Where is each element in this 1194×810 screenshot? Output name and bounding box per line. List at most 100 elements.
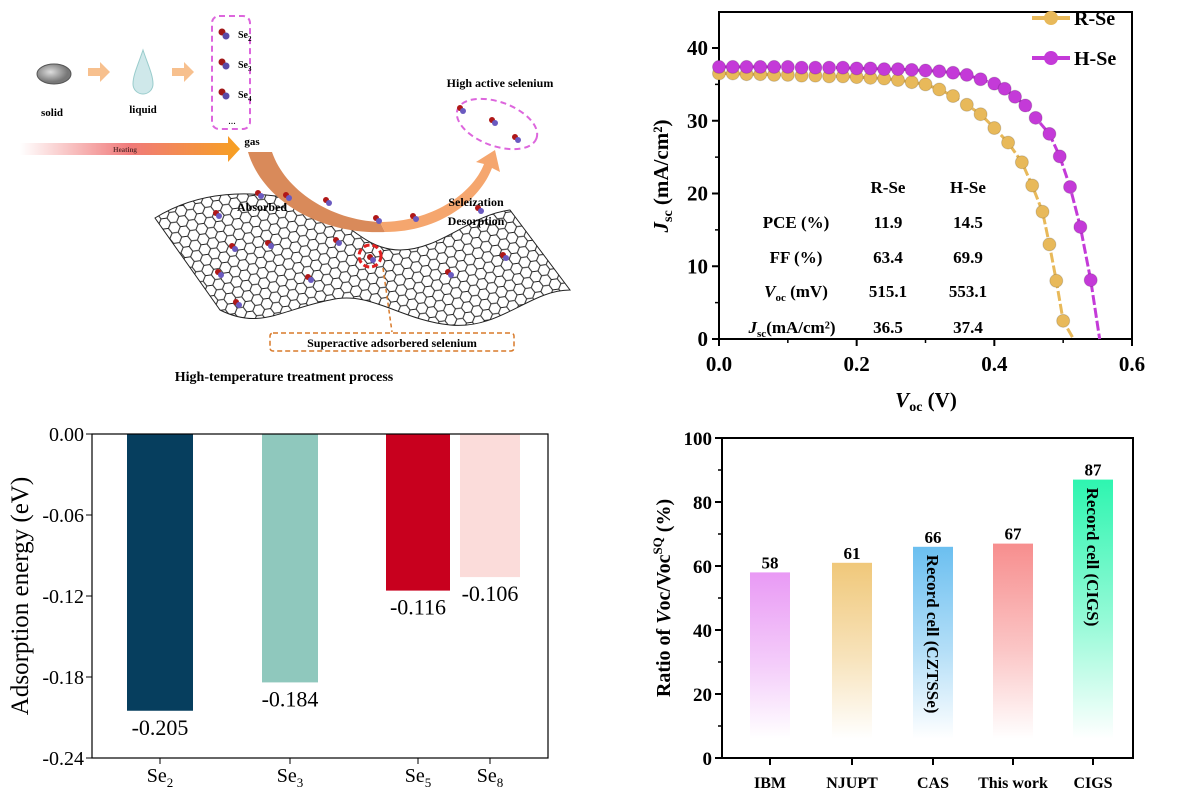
y-tick-label: -0.12 bbox=[42, 586, 84, 608]
bar-This-work bbox=[993, 543, 1033, 739]
x-tick-label: Se5 bbox=[405, 765, 432, 790]
data-point-H-Se bbox=[1007, 89, 1022, 104]
x-tick-label: 0.0 bbox=[706, 352, 732, 376]
selenium-atom-icon bbox=[222, 32, 230, 40]
species-sub: 2 bbox=[248, 35, 252, 43]
selenium-atom-icon bbox=[370, 257, 376, 263]
tick-sub: 5 bbox=[425, 775, 432, 790]
arrow-icon bbox=[88, 62, 110, 82]
species-base: Se bbox=[238, 60, 249, 71]
table-hse-ff: 69.9 bbox=[953, 248, 983, 267]
bar-Se5 bbox=[386, 434, 450, 591]
y-label-rest: (mA/cm²) bbox=[649, 119, 673, 210]
bar-value-label: 61 bbox=[844, 544, 861, 563]
legend-label: H-Se bbox=[1074, 48, 1116, 70]
voc-ratio-chart: 58 61 66 Record cell (CZTSSe) 67 87 Record cel… bbox=[650, 429, 1134, 792]
jv-legend: R-Se H-Se bbox=[1032, 8, 1116, 70]
data-point-R-Se bbox=[1014, 155, 1029, 170]
data-point-R-Se bbox=[904, 75, 919, 90]
table-hse-pce: 14.5 bbox=[953, 213, 983, 232]
table-rse-jsc: 36.5 bbox=[873, 318, 903, 337]
selenium-atom-icon bbox=[376, 218, 382, 224]
bar-inner-label: Record cell (CZTSSe) bbox=[923, 555, 942, 714]
selenium-atom-icon bbox=[492, 120, 498, 126]
data-point-H-Se bbox=[753, 59, 768, 74]
selenium-atom-icon bbox=[222, 62, 230, 70]
data-point-H-Se bbox=[904, 62, 919, 77]
x-tick-label: 0.6 bbox=[1119, 352, 1145, 376]
y-tick-label: 0.00 bbox=[49, 424, 84, 446]
tick-base: Se bbox=[147, 765, 167, 787]
species-ellipsis: ... bbox=[228, 116, 236, 127]
solid-icon bbox=[36, 63, 72, 85]
x-tick-label: CIGS bbox=[1073, 775, 1112, 792]
selenium-atom-icon bbox=[268, 243, 274, 249]
bar-inner-label: Record cell (CIGS) bbox=[1083, 488, 1102, 627]
bar-value-label: 87 bbox=[1085, 461, 1103, 480]
data-point-R-Se bbox=[973, 107, 988, 122]
species-label: Se4 bbox=[238, 90, 252, 103]
legend-marker bbox=[1044, 51, 1058, 65]
y-tick-label: 80 bbox=[693, 493, 712, 514]
x-tick-label: This work bbox=[978, 775, 1048, 792]
data-point-H-Se bbox=[918, 63, 933, 78]
voc-axes bbox=[721, 437, 1134, 759]
selenium-atom-icon bbox=[222, 92, 230, 100]
y-tick-label: 60 bbox=[693, 557, 712, 578]
tick-sub: 3 bbox=[297, 775, 304, 790]
y-tick-label: -0.06 bbox=[42, 505, 84, 527]
tick-base: Se bbox=[477, 765, 497, 787]
bar-value-label: 66 bbox=[925, 528, 942, 547]
table-label-ff: FF (%) bbox=[770, 248, 823, 267]
data-point-H-Se bbox=[849, 61, 864, 76]
data-point-H-Se bbox=[725, 59, 740, 74]
x-label-sub: oc bbox=[909, 400, 922, 415]
table-label-pce: PCE (%) bbox=[763, 213, 830, 232]
x-tick-label: NJUPT bbox=[826, 775, 878, 792]
data-point-H-Se bbox=[877, 62, 892, 77]
selenium-atom-icon bbox=[258, 193, 264, 199]
data-point-R-Se bbox=[1049, 273, 1064, 288]
table-rse-voc: 515.1 bbox=[869, 282, 907, 301]
superactive-box bbox=[269, 332, 515, 352]
jv-chart: 0.0 0.2 0.4 0.6 0 10 20 30 40 Voc (V) Jsc (mA/cm… bbox=[649, 8, 1145, 415]
y-tick-label: 30 bbox=[687, 109, 708, 133]
series-line-R-Se bbox=[719, 71, 1075, 340]
y-tick-label: 100 bbox=[684, 429, 713, 450]
selenium-atom-icon bbox=[503, 255, 509, 261]
x-label-rest: (V) bbox=[922, 388, 956, 412]
heating-arrow bbox=[20, 136, 240, 162]
bar-value-label: 58 bbox=[762, 553, 779, 572]
bar-CIGS bbox=[1073, 479, 1113, 739]
x-tick-label: Se8 bbox=[477, 765, 504, 790]
diagram-title: High-temperature treatment process bbox=[175, 370, 394, 385]
y-tick-label: 20 bbox=[693, 685, 712, 706]
selenium-atom-icon bbox=[460, 108, 466, 114]
table-hse-voc: 553.1 bbox=[949, 282, 987, 301]
selenium-atom-icon bbox=[216, 213, 222, 219]
selenium-atom-icon bbox=[478, 208, 484, 214]
selenium-atom-icon bbox=[308, 277, 314, 283]
selenium-atom-icon bbox=[236, 302, 242, 308]
y-tick-label: 40 bbox=[687, 36, 708, 60]
data-point-R-Se bbox=[932, 82, 947, 97]
bar-value-label: -0.116 bbox=[390, 595, 446, 620]
data-point-H-Se bbox=[863, 61, 878, 76]
superactive-label: Superactive adsorbered selenium bbox=[307, 336, 477, 350]
data-point-H-Se bbox=[794, 60, 809, 75]
tick-base: Se bbox=[277, 765, 297, 787]
tick-sub: 2 bbox=[167, 775, 174, 790]
selenium-atom-icon bbox=[448, 272, 454, 278]
data-point-H-Se bbox=[1028, 110, 1043, 125]
jv-plot-frame bbox=[718, 11, 1133, 340]
data-point-H-Se bbox=[835, 60, 850, 75]
jv-x-axis-label: Voc (V) bbox=[895, 388, 957, 415]
bar-Se2 bbox=[127, 434, 193, 711]
data-point-H-Se bbox=[808, 60, 823, 75]
species-sub: 4 bbox=[248, 95, 252, 103]
x-tick-label: 0.2 bbox=[844, 352, 870, 376]
selenization-label: Seleization bbox=[448, 195, 504, 209]
